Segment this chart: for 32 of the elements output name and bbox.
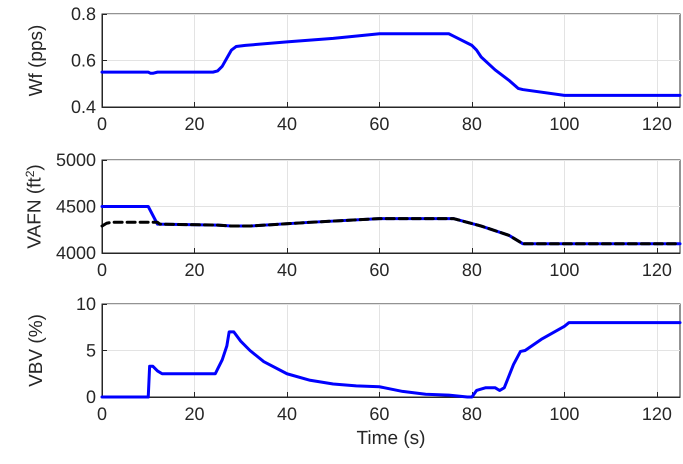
y-tick-label: 5: [86, 340, 96, 360]
y-tick-label: 5000: [56, 150, 96, 170]
x-tick-label: 80: [462, 260, 482, 280]
y-axis-title: VAFN (ft2): [23, 164, 46, 249]
y-tick-label: 0: [86, 387, 96, 407]
x-tick-label: 20: [184, 404, 204, 424]
x-tick-label: 40: [276, 404, 297, 424]
x-tick-label: 100: [549, 260, 580, 280]
x-tick-label: 20: [184, 114, 204, 134]
x-tick-label: 80: [462, 114, 482, 134]
x-tick-label: 60: [369, 114, 390, 134]
x-tick-label: 120: [642, 114, 672, 134]
y-tick-label: 4000: [56, 243, 96, 263]
x-axis-title: Time (s): [356, 428, 426, 449]
x-tick-label: 60: [369, 404, 390, 424]
x-tick-label: 120: [642, 260, 672, 280]
y-tick-label: 10: [76, 294, 96, 314]
y-tick-label: 0.8: [70, 4, 96, 24]
x-tick-label: 40: [276, 260, 297, 280]
y-axis-title: Wf (pps): [26, 24, 47, 96]
x-tick-label: 80: [462, 404, 482, 424]
x-tick-label: 40: [276, 114, 297, 134]
line-series: [100, 32, 682, 97]
y-tick-label: 0.6: [70, 50, 96, 70]
x-tick-label: 120: [642, 404, 672, 424]
x-tick-label: 20: [184, 260, 204, 280]
x-tick-label: 60: [369, 260, 390, 280]
x-tick-label: 100: [549, 114, 580, 134]
y-tick-label: 4500: [56, 196, 96, 216]
y-tick-label: 0.4: [70, 97, 96, 117]
y-axis-title: VBV (%): [26, 314, 47, 387]
x-tick-label: 100: [549, 404, 580, 424]
